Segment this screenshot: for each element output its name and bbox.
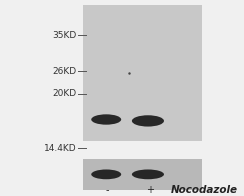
FancyBboxPatch shape bbox=[83, 160, 203, 190]
Ellipse shape bbox=[132, 115, 164, 127]
FancyBboxPatch shape bbox=[83, 5, 203, 141]
Text: 35KD: 35KD bbox=[52, 31, 76, 40]
Text: 20KD: 20KD bbox=[52, 89, 76, 98]
Ellipse shape bbox=[132, 170, 164, 179]
Text: -: - bbox=[106, 185, 109, 195]
Text: 26KD: 26KD bbox=[52, 66, 76, 75]
Ellipse shape bbox=[91, 170, 121, 179]
Ellipse shape bbox=[91, 114, 121, 125]
Text: +: + bbox=[146, 185, 154, 195]
Text: Nocodazole: Nocodazole bbox=[170, 185, 237, 195]
Text: 14.4KD: 14.4KD bbox=[44, 144, 76, 153]
